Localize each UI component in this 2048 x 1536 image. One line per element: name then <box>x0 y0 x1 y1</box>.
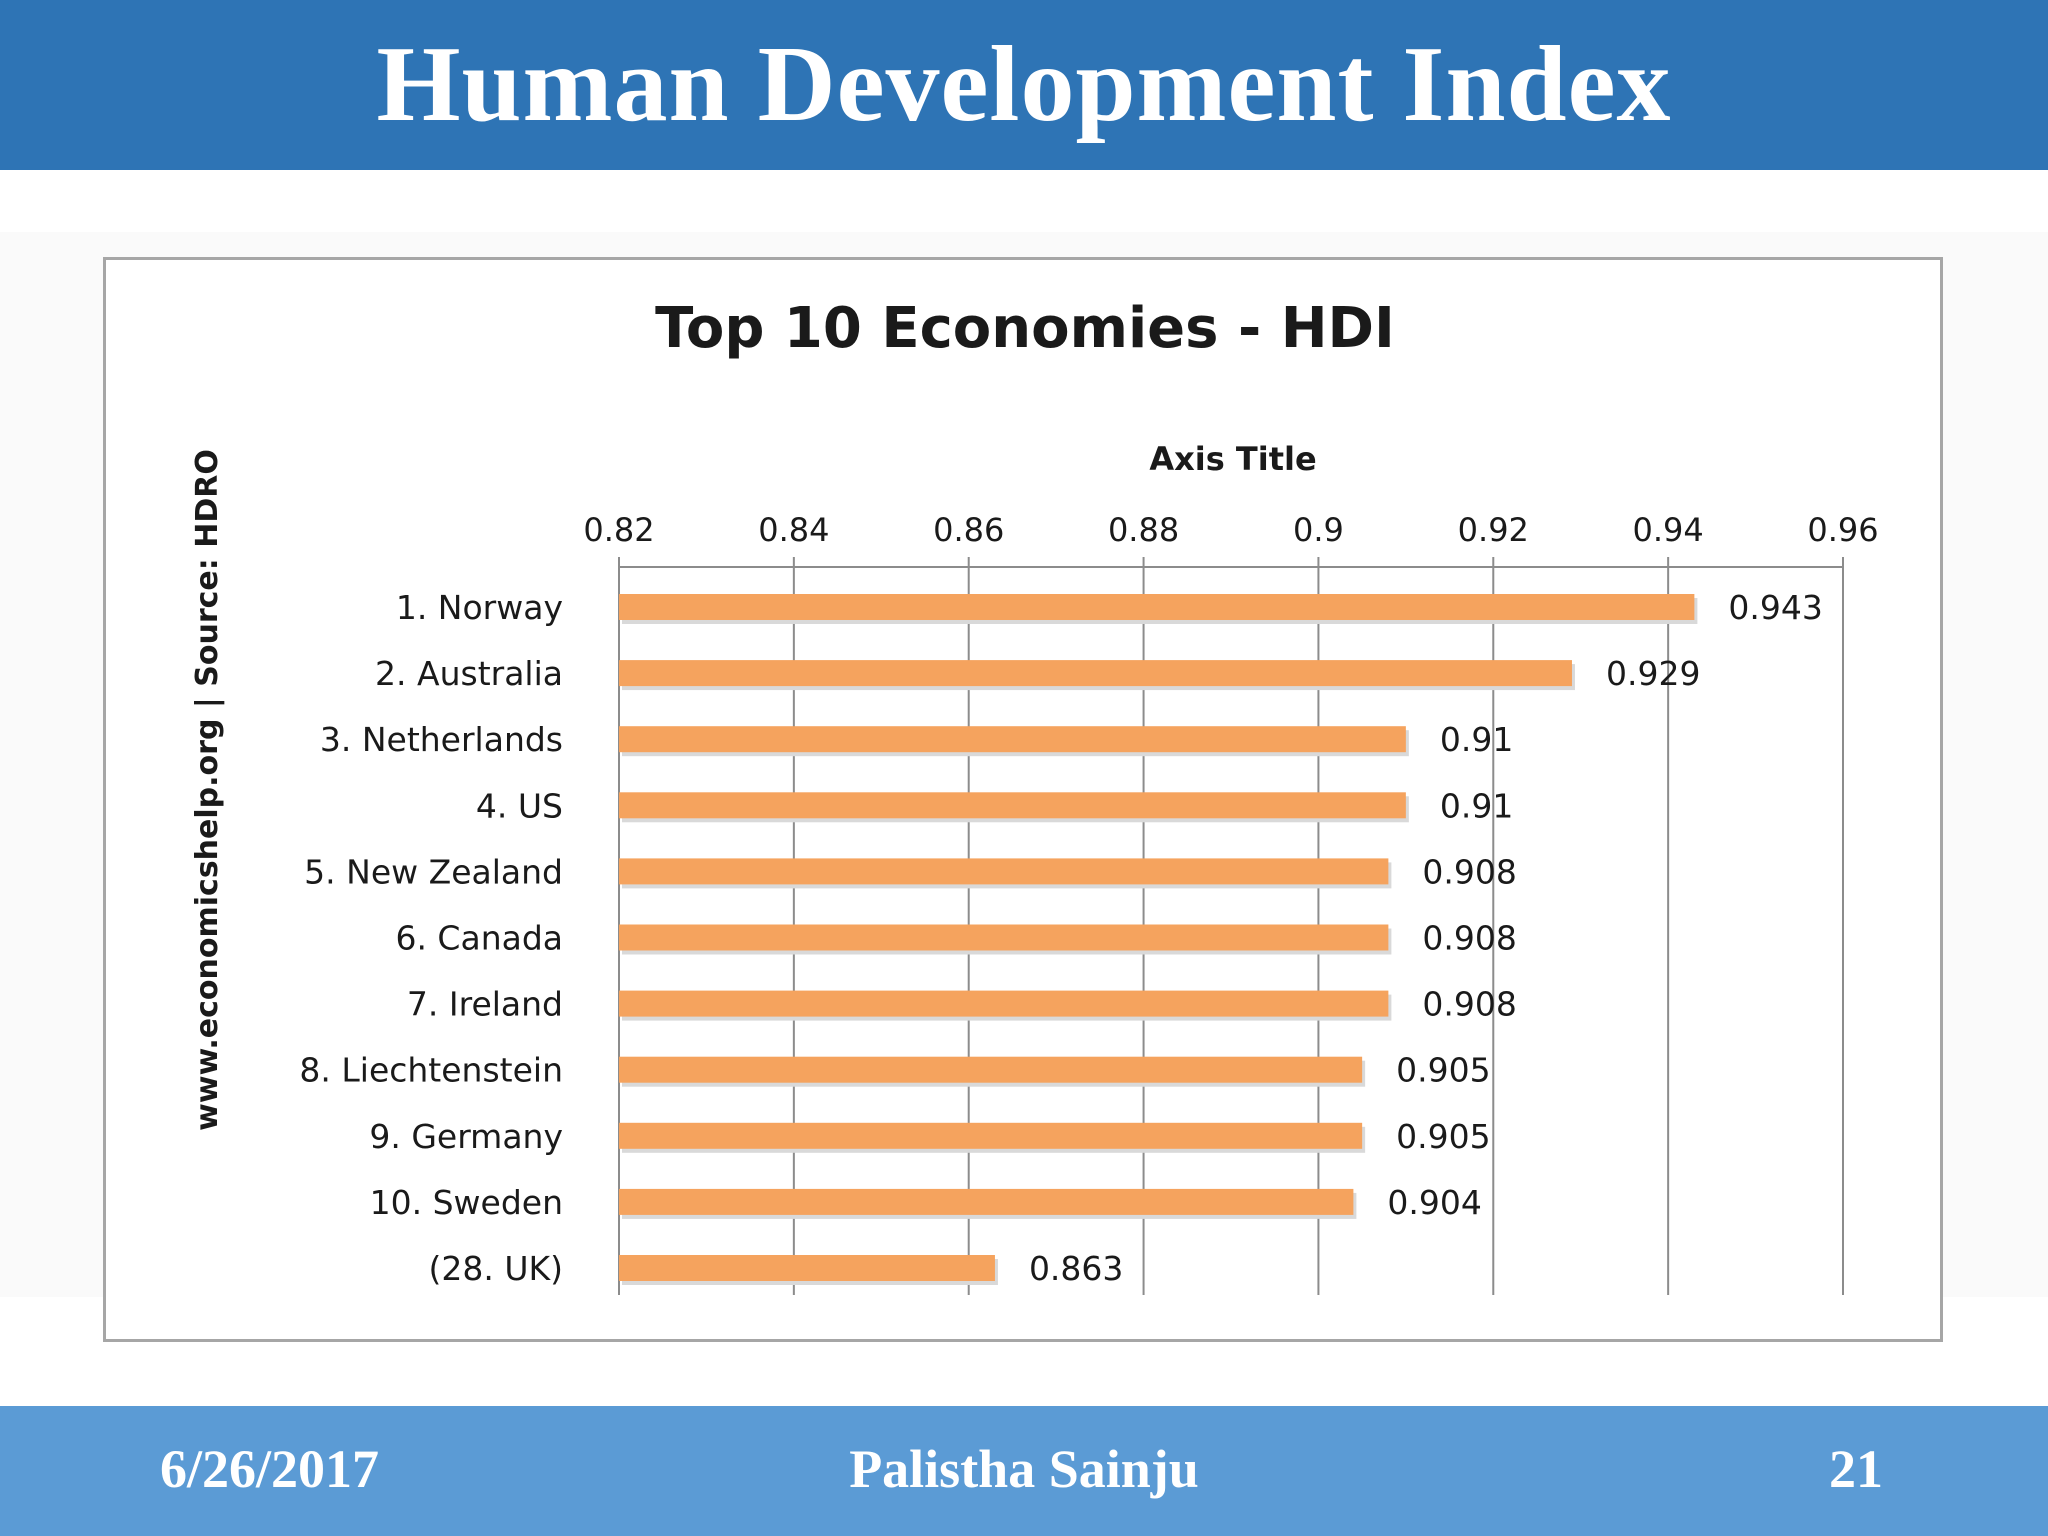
data-label: 0.904 <box>1387 1183 1481 1222</box>
x-tick-label: 0.82 <box>583 511 654 549</box>
x-tick-label: 0.86 <box>933 511 1004 549</box>
x-tick-label: 0.94 <box>1633 511 1704 549</box>
bar <box>619 1056 1363 1083</box>
chart-title: Top 10 Economies - HDI <box>655 296 1395 361</box>
chart-frame: Top 10 Economies - HDI Axis Title www.ec… <box>103 257 1943 1342</box>
data-label: 0.905 <box>1396 1051 1490 1090</box>
category-label: 2. Australia <box>375 654 563 693</box>
data-label: 0.91 <box>1440 786 1513 825</box>
category-label: 10. Sweden <box>370 1183 563 1222</box>
x-tick-label: 0.88 <box>1108 511 1179 549</box>
data-label: 0.91 <box>1440 720 1513 759</box>
category-label: 5. New Zealand <box>304 852 563 891</box>
data-label: 0.905 <box>1396 1117 1490 1156</box>
category-label: 3. Netherlands <box>320 720 563 759</box>
category-label: (28. UK) <box>428 1249 563 1288</box>
x-tick-label: 0.9 <box>1293 511 1344 549</box>
bar <box>619 858 1389 885</box>
bar <box>619 594 1695 620</box>
footer-page-number: 21 <box>1829 1439 1883 1499</box>
hdi-bar-chart: Top 10 Economies - HDI Axis Title www.ec… <box>190 296 1879 1295</box>
slide-title-bar: Human Development Index <box>0 0 2048 170</box>
footer-author: Palistha Sainju <box>849 1439 1199 1499</box>
bar <box>619 1255 995 1281</box>
bar <box>619 660 1572 687</box>
category-label: 8. Liechtenstein <box>299 1051 563 1090</box>
category-label: 9. Germany <box>369 1117 563 1156</box>
category-label: 7. Ireland <box>407 985 563 1024</box>
data-label: 0.863 <box>1029 1249 1123 1288</box>
x-tick-label: 0.96 <box>1807 511 1878 549</box>
source-note: www.economicshelp.org | Source: HDRO <box>190 449 225 1131</box>
x-tick-label: 0.92 <box>1458 511 1529 549</box>
bar <box>619 792 1406 819</box>
data-label: 0.908 <box>1422 919 1516 958</box>
axis-title: Axis Title <box>1149 440 1316 478</box>
category-label: 6. Canada <box>395 919 563 958</box>
bar <box>619 1188 1354 1215</box>
bar <box>619 726 1406 753</box>
slide-footer: 6/26/2017 Palistha Sainju 21 <box>0 1406 2048 1536</box>
data-label: 0.908 <box>1422 985 1516 1024</box>
data-label: 0.943 <box>1728 588 1822 627</box>
x-tick-label: 0.84 <box>758 511 829 549</box>
bar <box>619 924 1389 951</box>
slide-title: Human Development Index <box>376 25 1672 144</box>
bar <box>619 1122 1363 1149</box>
bar <box>619 990 1389 1017</box>
category-label: 1. Norway <box>396 588 563 627</box>
footer-date: 6/26/2017 <box>160 1439 380 1499</box>
data-label: 0.929 <box>1606 654 1700 693</box>
data-label: 0.908 <box>1422 852 1516 891</box>
category-label: 4. US <box>476 786 563 825</box>
